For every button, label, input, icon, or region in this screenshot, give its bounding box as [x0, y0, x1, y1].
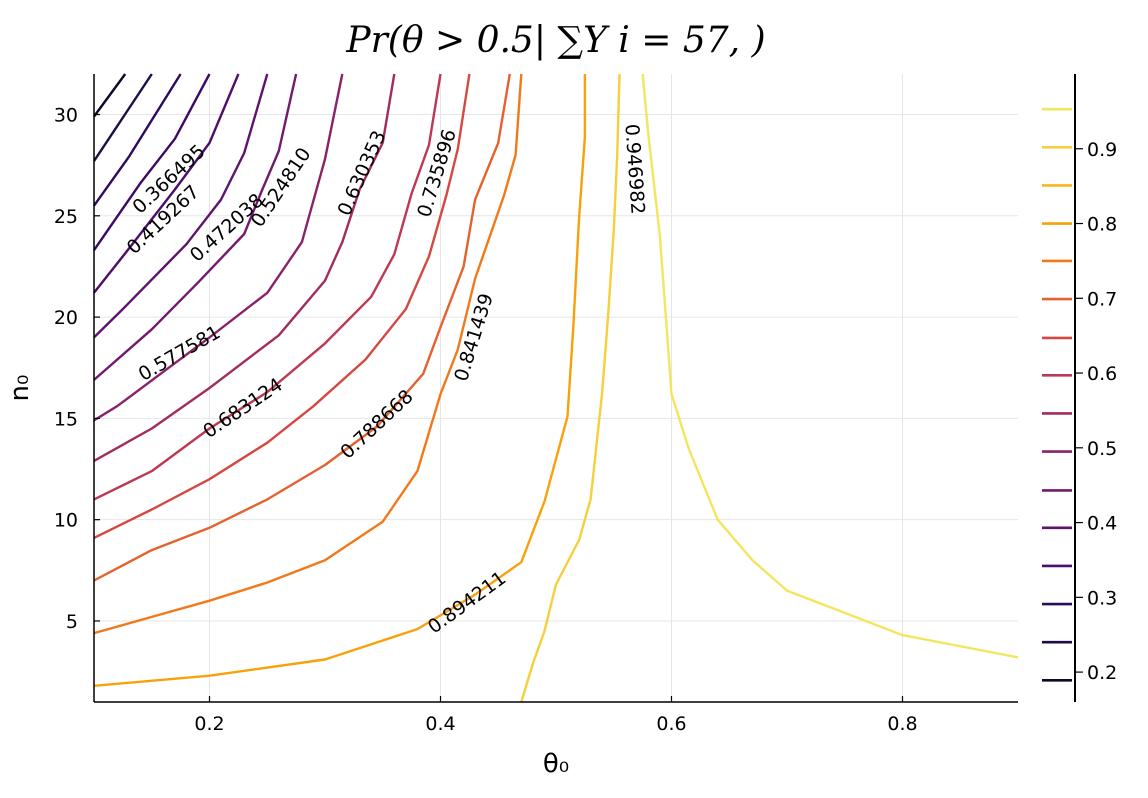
x-axis-label: θ₀: [543, 749, 569, 779]
contour-line: [93, 74, 587, 687]
x-tick-label: 0.2: [194, 713, 224, 735]
y-axis-label: n₀: [5, 375, 35, 402]
colorbar-tick-label: 0.2: [1087, 662, 1117, 684]
contour-label: 0.683124: [199, 374, 286, 443]
colorbar-tick-label: 0.6: [1087, 363, 1117, 385]
colorbar: 0.2 0.3 0.4 0.5 0.6 0.7 0.8 0.9: [1042, 74, 1117, 702]
contour-line: [93, 73, 269, 339]
y-tick-label: 30: [54, 105, 78, 127]
y-tick-label: 5: [66, 611, 78, 633]
chart-title: Pr(θ > 0.5| ∑Y i = 57, ): [345, 20, 765, 61]
contour-lines: [93, 73, 1019, 703]
y-tick-label: 25: [54, 206, 78, 228]
contour-label: 0.841439: [450, 291, 498, 384]
colorbar-tick-label: 0.3: [1087, 587, 1117, 609]
x-tick-label: 0.4: [425, 713, 455, 735]
colorbar-tick-label: 0.5: [1087, 438, 1117, 460]
contour-line: [93, 73, 396, 462]
contour-label: 0.524810: [247, 144, 316, 231]
contour-label: 0.735896: [413, 127, 461, 220]
contour-line: [93, 73, 471, 539]
axes: 0.2 0.4 0.6 0.8 5 10 15 20 25 30: [54, 74, 1018, 735]
colorbar-tick-label: 0.9: [1087, 139, 1117, 161]
contour-line: [641, 73, 1019, 659]
contour-line: [93, 73, 211, 251]
grid: [94, 74, 1018, 702]
contour-label: 0.946982: [620, 123, 648, 215]
colorbar-tick-label: 0.4: [1087, 513, 1117, 535]
contour-label: 0.788668: [336, 386, 417, 464]
contour-line: [93, 73, 240, 294]
x-tick-label: 0.6: [656, 713, 686, 735]
contour-line: [93, 73, 127, 118]
y-tick-label: 20: [54, 307, 78, 329]
contour-label: 0.630353: [333, 127, 390, 219]
colorbar-tick-label: 0.7: [1087, 288, 1117, 310]
contour-line: [93, 73, 442, 501]
contour-line: [93, 73, 182, 207]
contour-line: [520, 73, 621, 703]
colorbar-tick-label: 0.8: [1087, 214, 1117, 236]
contour-line: [93, 73, 153, 162]
contour-line: [93, 73, 523, 635]
y-tick-label: 10: [54, 510, 78, 532]
contour-line: [93, 73, 511, 582]
contour-line: [93, 73, 344, 422]
y-tick-label: 15: [54, 408, 78, 430]
contour-label: 0.894211: [424, 567, 510, 638]
contour-line: [93, 73, 298, 381]
x-tick-label: 0.8: [887, 713, 917, 735]
